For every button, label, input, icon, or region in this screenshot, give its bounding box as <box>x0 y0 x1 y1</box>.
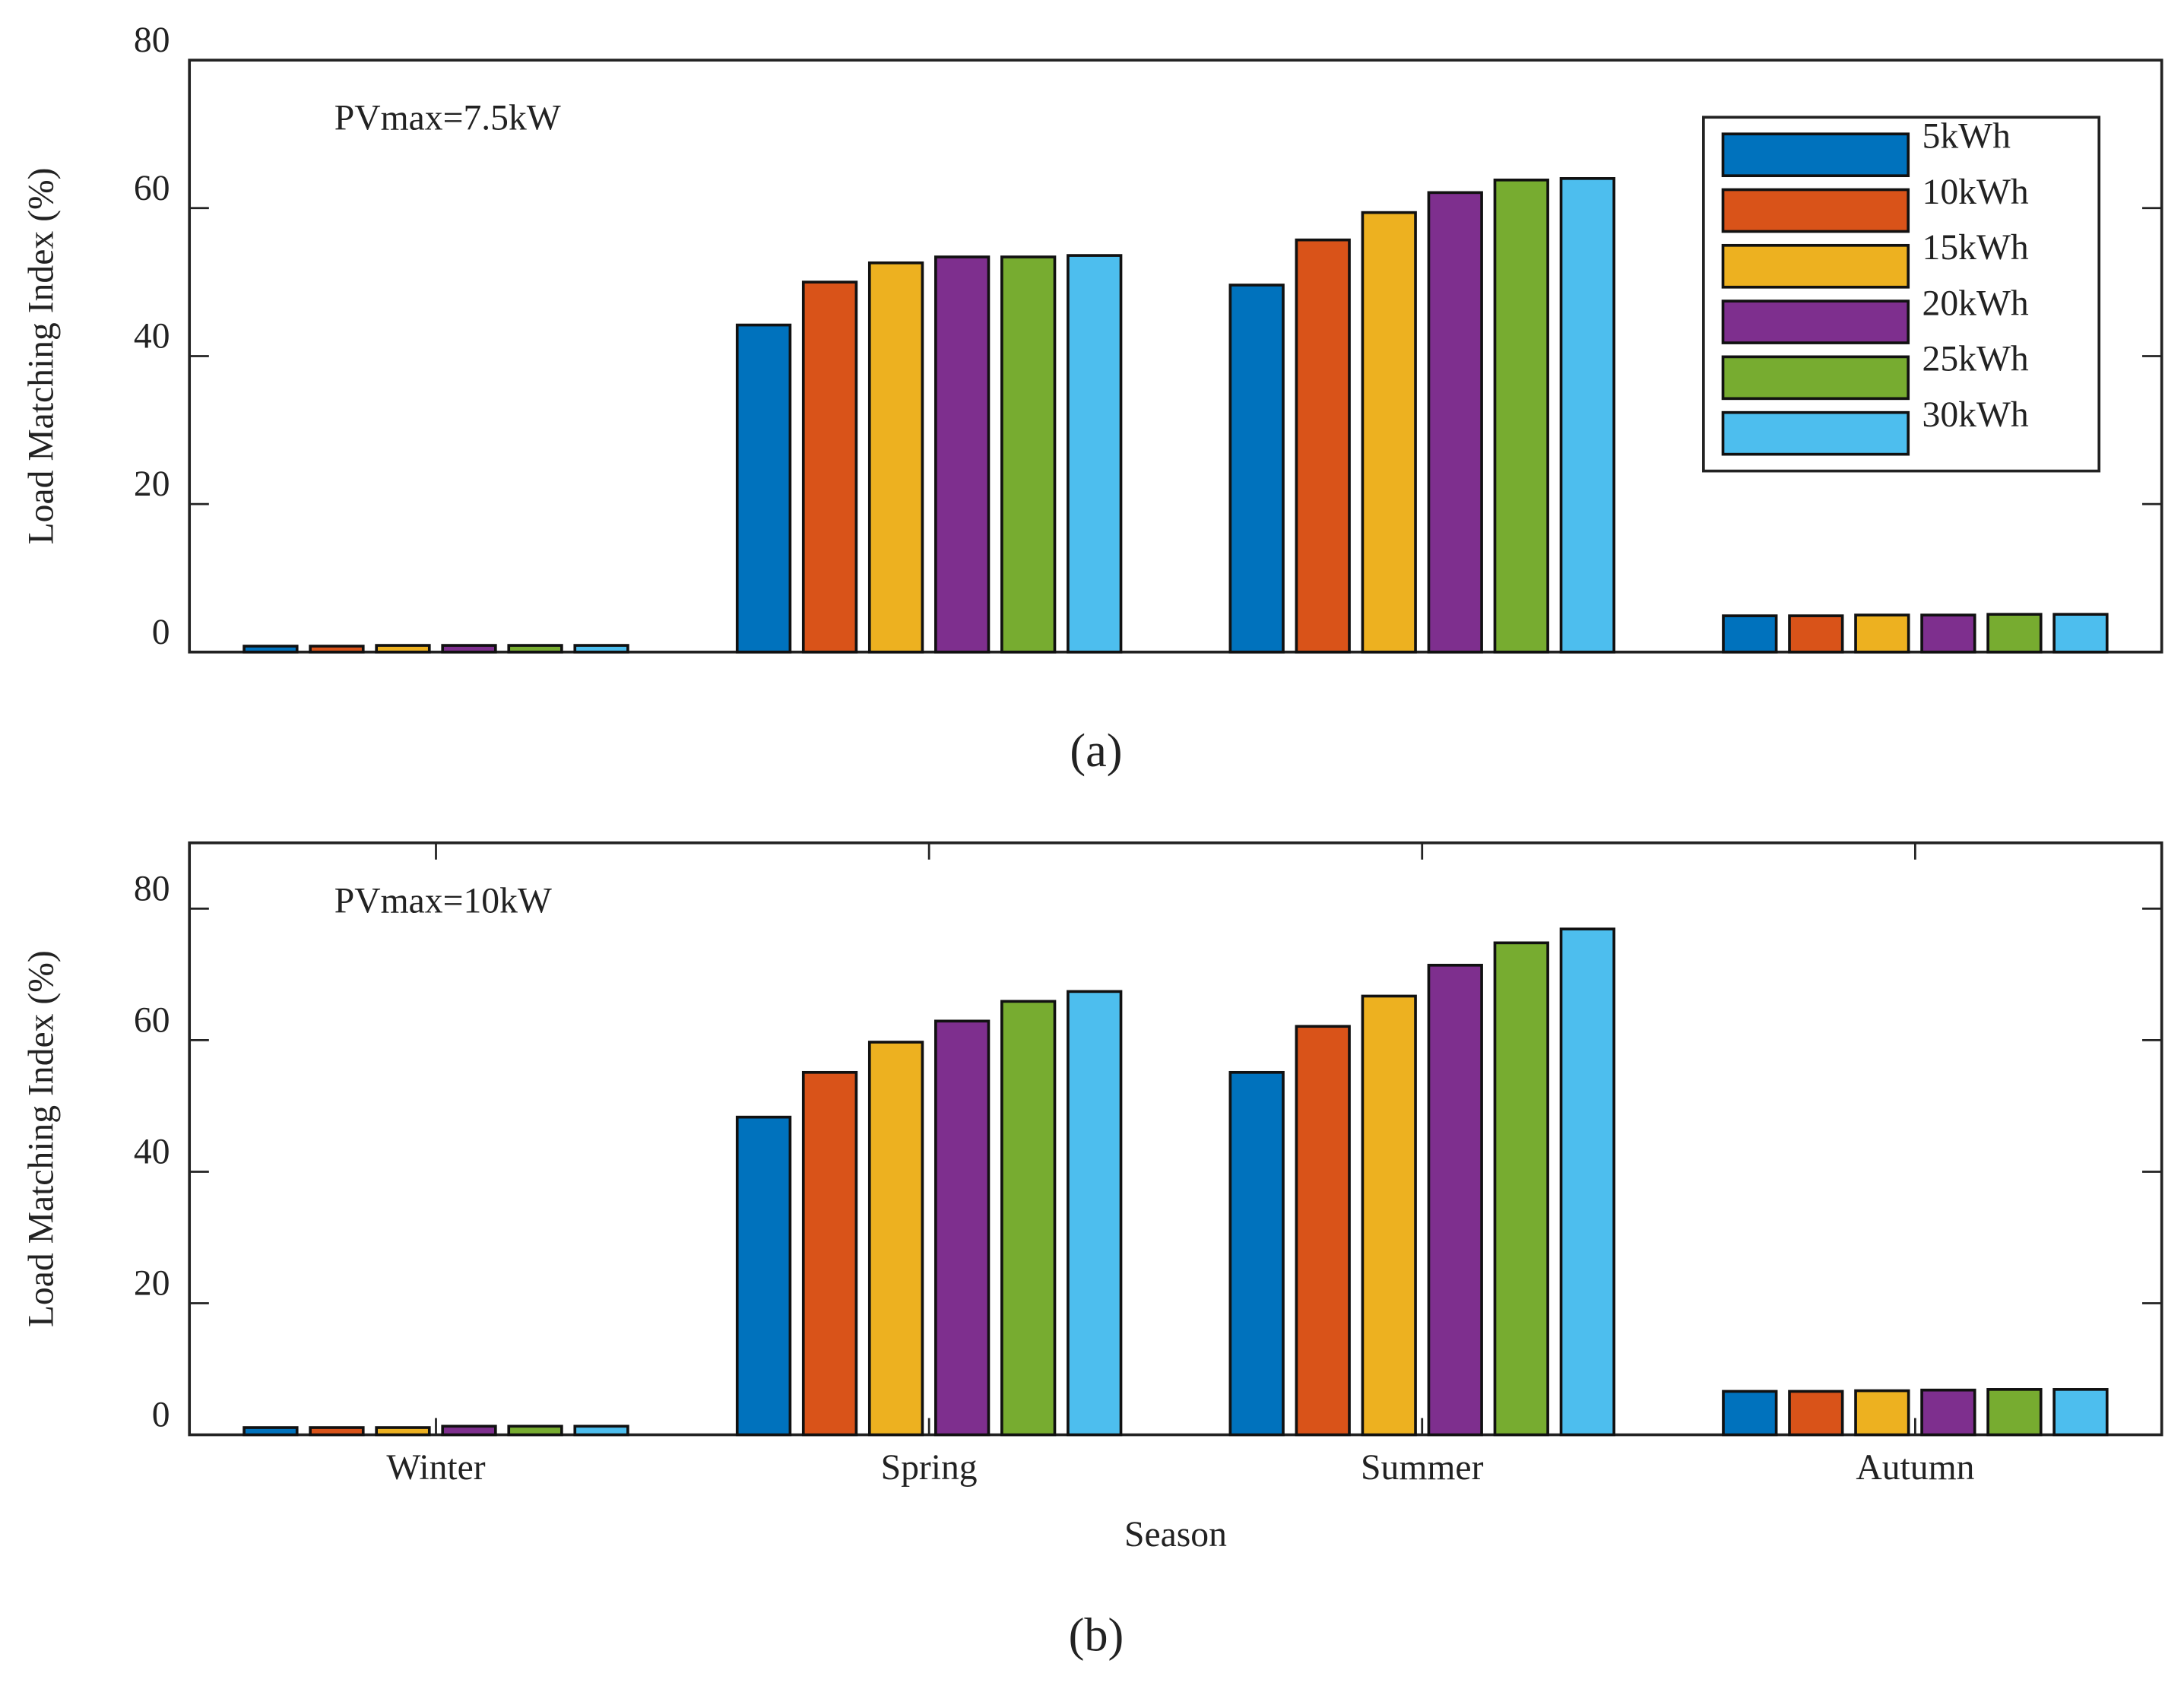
legend-label: 20kWh <box>1922 284 2029 323</box>
bar <box>1427 963 1483 1437</box>
bar <box>1788 1390 1844 1437</box>
bar <box>1000 1000 1057 1437</box>
bar <box>441 644 497 654</box>
bar <box>934 1019 991 1437</box>
y-tick-label: 80 <box>134 869 170 908</box>
annotation: PVmax=10kW <box>334 881 552 921</box>
x-axis-label: Season <box>1124 1515 1227 1554</box>
bar <box>2052 1388 2109 1437</box>
y-tick-label: 60 <box>134 1000 170 1040</box>
bar <box>1920 613 1976 654</box>
x-tick-label: Summer <box>1361 1448 1484 1488</box>
legend-label: 15kWh <box>1922 228 2029 268</box>
annotation: PVmax=7.5kW <box>334 99 561 138</box>
y-tick-label: 20 <box>134 1264 170 1304</box>
panel-label: (a) <box>1070 724 1122 777</box>
bar <box>1000 255 1057 654</box>
bar <box>801 1070 858 1437</box>
plot-frame <box>188 841 2163 1437</box>
x-tick-label: Autumn <box>1856 1448 1974 1488</box>
bar <box>1559 927 1615 1437</box>
bar <box>1228 284 1285 654</box>
y-tick-label: 40 <box>134 1132 170 1171</box>
bar <box>1427 191 1483 654</box>
legend-label: 25kWh <box>1922 340 2029 379</box>
bar <box>867 261 924 654</box>
bar <box>309 1426 365 1437</box>
bar <box>1559 177 1615 654</box>
y-tick-label: 80 <box>134 21 170 60</box>
y-tick-label: 40 <box>134 316 170 356</box>
bar <box>1920 1388 1976 1437</box>
legend-swatch <box>1721 243 1910 289</box>
legend-label: 30kWh <box>1922 395 2029 435</box>
bar <box>1295 1025 1351 1437</box>
x-tick-label: Winter <box>386 1448 485 1488</box>
bar <box>1854 1389 1910 1437</box>
bar <box>1722 1390 1778 1437</box>
bar <box>1067 990 1123 1437</box>
legend-swatch <box>1721 132 1910 178</box>
bar <box>1788 614 1844 654</box>
legend-swatch <box>1721 299 1910 344</box>
bar <box>1722 614 1778 654</box>
x-tick-label: Spring <box>881 1448 978 1488</box>
bar <box>1986 613 2043 654</box>
bar <box>1986 1388 2043 1437</box>
bar <box>507 1424 563 1437</box>
bar <box>735 323 792 654</box>
legend-label: 10kWh <box>1922 173 2029 212</box>
bar <box>1295 238 1351 654</box>
bar <box>242 645 299 654</box>
y-axis-label: Load Matching Index (%) <box>22 167 62 544</box>
bar <box>867 1041 924 1437</box>
y-tick-label: 60 <box>134 169 170 208</box>
bar <box>1361 994 1417 1437</box>
bar <box>507 644 563 654</box>
panel-label: (b) <box>1069 1609 1124 1662</box>
bar <box>573 1424 629 1437</box>
y-tick-label: 20 <box>134 464 170 504</box>
bar <box>375 644 431 654</box>
bar <box>1854 613 1910 654</box>
bar <box>309 645 365 654</box>
legend-label: 5kWh <box>1922 117 2011 157</box>
bar <box>573 644 629 654</box>
y-axis-label: Load Matching Index (%) <box>22 950 62 1327</box>
bar <box>2052 613 2109 654</box>
legend-swatch <box>1721 410 1910 456</box>
bar <box>441 1424 497 1437</box>
bar <box>735 1115 792 1437</box>
bar <box>934 255 991 654</box>
bar <box>1228 1070 1285 1437</box>
y-tick-label: 0 <box>152 613 170 652</box>
bar <box>1493 941 1549 1437</box>
bar <box>1067 254 1123 654</box>
bar <box>375 1426 431 1437</box>
bar <box>801 280 858 654</box>
legend-swatch <box>1721 188 1910 233</box>
bar <box>242 1426 299 1437</box>
bar <box>1361 211 1417 654</box>
y-tick-label: 0 <box>152 1396 170 1435</box>
bar <box>1493 178 1549 654</box>
legend-swatch <box>1721 355 1910 401</box>
